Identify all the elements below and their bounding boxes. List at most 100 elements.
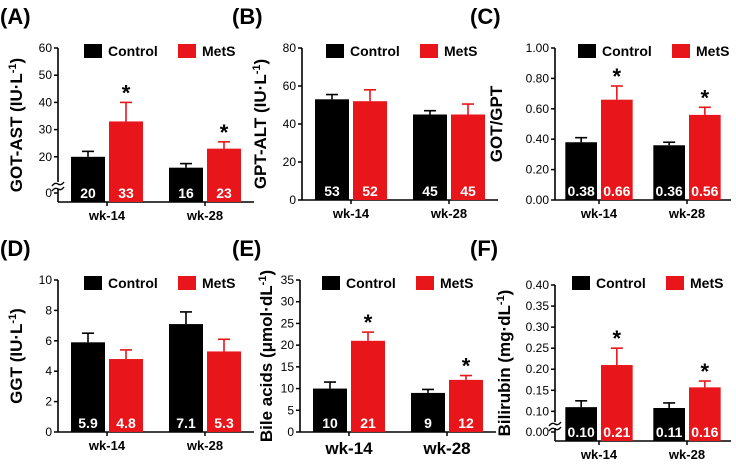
bar-mets (451, 114, 485, 200)
bar-value-label: 4.8 (116, 415, 136, 431)
panel-letter: (E) (232, 236, 261, 261)
y-tick-label: 40 (39, 95, 53, 109)
bar-mets (207, 351, 241, 432)
bar-value-label: 21 (360, 415, 376, 431)
bar-value-label: 0.16 (691, 424, 718, 440)
panel-letter: (F) (470, 236, 498, 261)
legend-label-mets: MetS (440, 275, 473, 291)
bar-value-label: 0.10 (568, 424, 595, 440)
significance-star: * (613, 64, 622, 89)
panel-b: (B) GPT-ALT (IU·L-1) 0 20 40 60 80 wk-14 53 52 wk-… (232, 4, 498, 221)
y-tick-label: 0.15 (526, 383, 550, 397)
bar-value-label: 0.11 (656, 424, 683, 440)
x-tick-label: wk-28 (186, 208, 223, 223)
bar-value-label: 20 (80, 185, 96, 201)
panel-e: (E) Bile acids (μmol·dL-1) 0 5 10 15 20 25 30 35 w… (232, 236, 496, 458)
legend-swatch-mets (178, 44, 196, 58)
bar-mets (689, 387, 721, 441)
bar-value-label: 0.66 (603, 183, 630, 199)
bar-value-label: 16 (178, 185, 194, 201)
y-tick-label: 0 (287, 425, 294, 439)
bar-value-label: 52 (362, 183, 378, 199)
significance-star: * (364, 310, 373, 335)
y-tick-label: 0 (289, 193, 296, 207)
bar-control (71, 342, 105, 432)
x-tick-label: wk-14 (88, 438, 126, 453)
legend-swatch-control (326, 44, 344, 58)
x-tick-label: wk-14 (580, 206, 618, 221)
legend: Control MetS (572, 275, 723, 291)
significance-star: * (701, 359, 710, 384)
bar-control (169, 167, 203, 202)
y-tick-label: 0.60 (526, 102, 550, 116)
panel-letter: (A) (0, 4, 31, 29)
bar-value-label: 45 (460, 183, 476, 199)
legend-label-mets: MetS (444, 43, 477, 59)
bar-value-label: 0.21 (603, 424, 630, 440)
bar-value-label: 0.38 (568, 183, 595, 199)
bar-mets (351, 340, 385, 432)
y-tick-label: 60 (39, 41, 53, 55)
panel-c: (C) GOT/GPT 0.00 0.20 0.40 0.60 0.80 1.00 wk-14 0… (470, 4, 731, 221)
legend-swatch-mets (416, 276, 434, 290)
y-tick-label: 30 (281, 295, 295, 309)
legend-label-control: Control (108, 275, 158, 291)
legend-label-control: Control (346, 275, 396, 291)
legend-swatch-mets (420, 44, 438, 58)
panel-letter: (C) (470, 4, 501, 29)
legend-swatch-control (578, 44, 596, 58)
bar-mets (109, 359, 143, 432)
y-tick-label: 0.00 (526, 425, 550, 439)
legend-label-control: Control (350, 43, 400, 59)
bar-value-label: 0.56 (691, 183, 718, 199)
legend-label-mets: MetS (696, 43, 729, 59)
y-tick-label: 0.40 (526, 132, 550, 146)
bar-control (315, 99, 349, 200)
significance-star: * (220, 120, 229, 145)
bar-mets (207, 148, 241, 202)
y-tick-label: 80 (283, 41, 297, 55)
y-tick-label: 0.30 (526, 320, 550, 334)
bar-value-label: 5.3 (214, 415, 234, 431)
y-tick-label: 35 (281, 273, 295, 287)
bar-value-label: 53 (324, 183, 340, 199)
panel-f: (F) Bilirubin (mg·dL-1) 0.00 0.10 0.15 0.20 0.… (470, 236, 731, 462)
y-tick-label: 20 (281, 338, 295, 352)
x-tick-label: wk-14 (332, 206, 370, 221)
significance-star: * (122, 80, 131, 105)
bar-mets (353, 101, 387, 200)
x-tick-label: wk-14 (580, 447, 618, 462)
axis-break-mark (548, 421, 562, 432)
panel-letter: (D) (0, 236, 31, 261)
legend-swatch-mets (178, 276, 196, 290)
panel-a: (A) GOT-AST (IU·L-1) 0 20 30 40 50 60 wk-14 20 33 *… (0, 4, 254, 223)
bar-mets (449, 379, 483, 432)
legend: Control MetS (84, 275, 235, 291)
bar-value-label: 33 (118, 185, 134, 201)
y-tick-label: 50 (39, 68, 53, 82)
bar-value-label: 0.36 (656, 183, 683, 199)
legend-swatch-control (322, 276, 340, 290)
y-tick-label: 10 (39, 273, 53, 287)
y-axis-label: GGT (IU·L-1) (7, 308, 26, 404)
y-axis-label: GOT-AST (IU·L-1) (7, 58, 26, 192)
bar-control (71, 156, 105, 202)
legend-swatch-mets (666, 276, 684, 290)
legend-swatch-control (84, 44, 102, 58)
x-tick-label: wk-14 (324, 439, 373, 458)
legend: Control MetS (326, 43, 477, 59)
x-tick-label: wk-28 (668, 206, 705, 221)
y-tick-label: 0.00 (526, 193, 550, 207)
y-tick-label: 6 (45, 334, 52, 348)
significance-star: * (701, 85, 710, 110)
bar-control (411, 392, 445, 432)
y-tick-label: 0.10 (526, 404, 550, 418)
legend-label-control: Control (602, 43, 652, 59)
bar-control (565, 407, 597, 441)
x-tick-label: wk-14 (88, 208, 126, 223)
significance-star: * (613, 326, 622, 351)
bar-control (169, 324, 203, 432)
bar-mets (601, 99, 633, 200)
y-tick-label: 20 (39, 150, 53, 164)
